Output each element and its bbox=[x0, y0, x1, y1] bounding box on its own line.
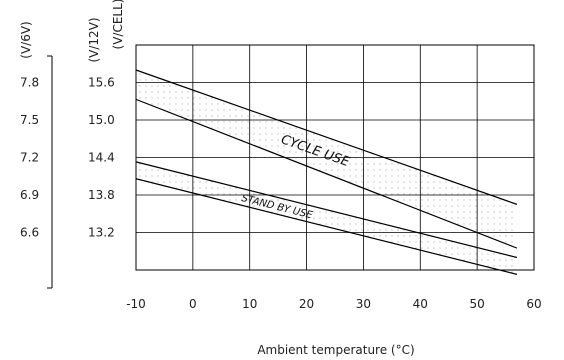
y-axis-title-12v: (V/12V) bbox=[87, 17, 101, 62]
x-tick-label: 60 bbox=[526, 297, 541, 311]
band-1-lower-line bbox=[135, 178, 518, 275]
y-tick-label-12v: 15.6 bbox=[88, 76, 115, 90]
y-tick-label-6v: 7.5 bbox=[20, 113, 39, 127]
left-axis bbox=[47, 55, 53, 289]
y-axis-title-cell: (V/CELL) bbox=[111, 0, 125, 49]
x-tick-label: 0 bbox=[189, 297, 197, 311]
x-tick-label: 40 bbox=[413, 297, 428, 311]
x-axis-ticks: -10 0 10 20 30 40 50 60 bbox=[126, 297, 541, 311]
x-axis-title: Ambient temperature (°C) bbox=[257, 343, 414, 357]
band-0-lower-line bbox=[135, 98, 518, 249]
y-tick-label-12v: 13.2 bbox=[88, 226, 115, 240]
y-tick-label-6v: 7.8 bbox=[20, 76, 39, 90]
y-tick-label-6v: 6.6 bbox=[20, 226, 39, 240]
y-axis-title-6v: (V/6V) bbox=[19, 21, 33, 58]
x-tick-label: -10 bbox=[126, 297, 146, 311]
y-axis-ticks: 7.8 7.5 7.2 6.9 6.6 15.6 15.0 14.4 13.8 13.2 bbox=[20, 76, 115, 240]
band-fill-1 bbox=[136, 161, 517, 275]
band-0-upper-line bbox=[135, 69, 518, 205]
axis-titles: (V/6V) (V/12V) (V/CELL) Ambient temperat… bbox=[19, 0, 415, 357]
x-tick-label: 20 bbox=[299, 297, 314, 311]
x-tick-label: 10 bbox=[242, 297, 257, 311]
x-tick-label: 50 bbox=[470, 297, 485, 311]
y-tick-label-12v: 13.8 bbox=[88, 188, 115, 202]
band-1-upper-line bbox=[135, 161, 518, 259]
y-tick-label-6v: 6.9 bbox=[20, 188, 39, 202]
y-tick-label-6v: 7.2 bbox=[20, 151, 39, 165]
x-tick-label: 30 bbox=[356, 297, 371, 311]
band-lines bbox=[135, 69, 518, 275]
band-fill-0 bbox=[136, 70, 517, 249]
y-tick-label-12v: 14.4 bbox=[88, 151, 115, 165]
y-tick-label-12v: 15.0 bbox=[88, 113, 115, 127]
band-fills bbox=[136, 70, 517, 275]
